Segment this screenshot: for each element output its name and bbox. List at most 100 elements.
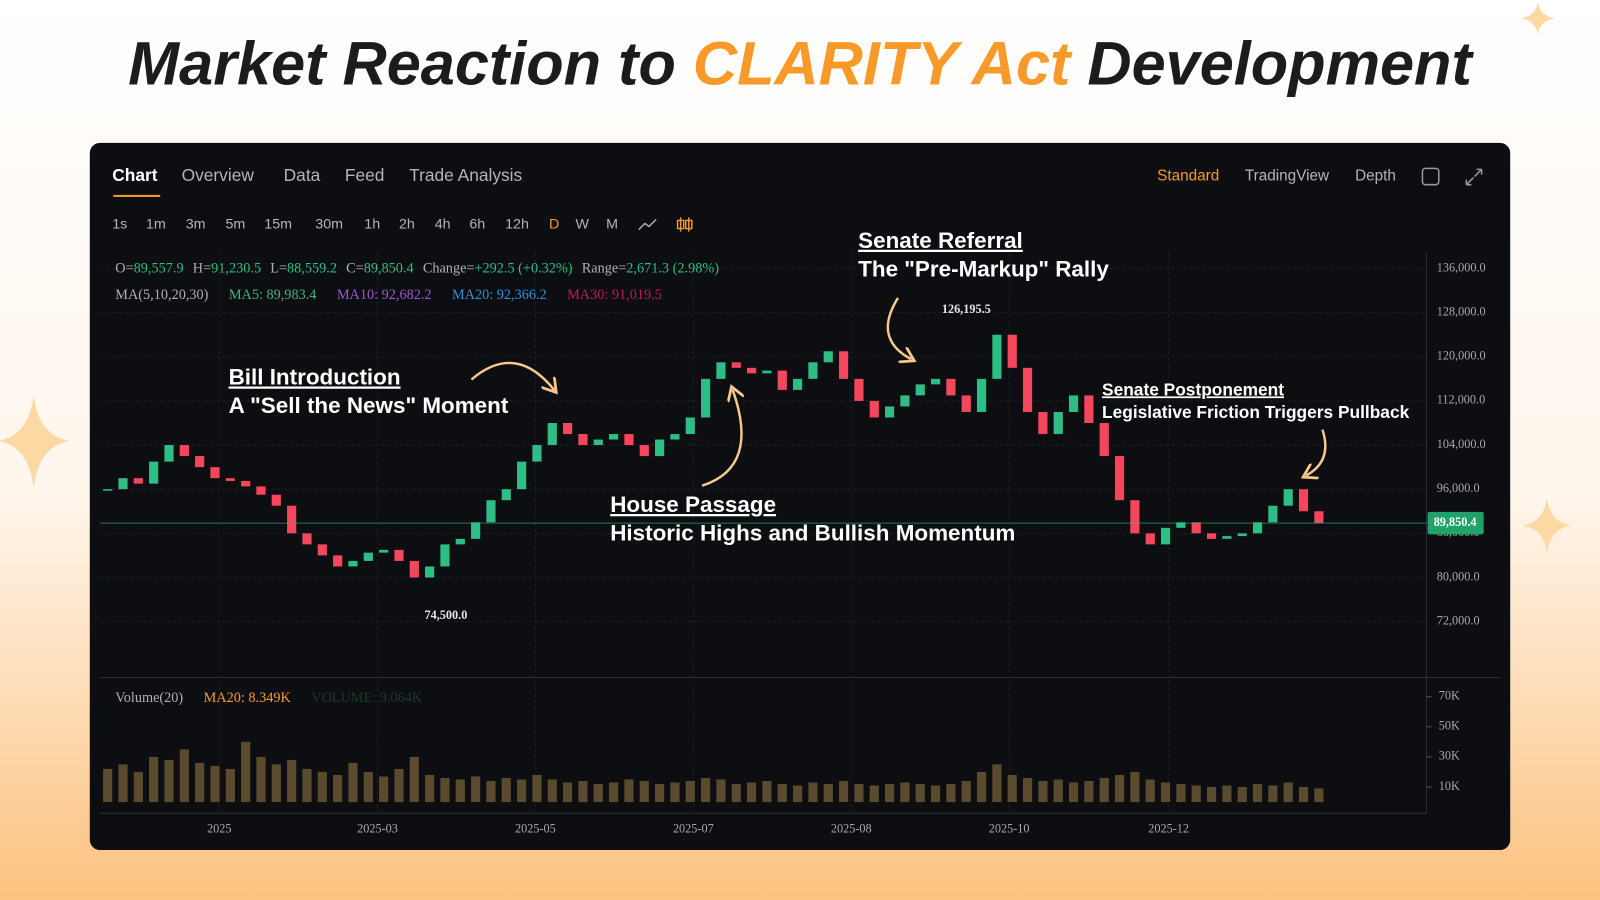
volume-bar xyxy=(1145,779,1155,803)
timeframe[interactable]: 1h xyxy=(364,216,380,232)
candle xyxy=(287,505,297,534)
volume-bar xyxy=(1268,785,1278,803)
volume-bar xyxy=(1160,782,1171,803)
annotation-text: Legislative Friction Triggers Pullback xyxy=(1102,402,1410,422)
title-highlight: CLARITY Act xyxy=(693,30,1073,98)
candle-icon[interactable] xyxy=(676,217,693,232)
volume-bar xyxy=(792,785,803,803)
timeframe[interactable]: 6h xyxy=(469,216,485,232)
volume-bar xyxy=(149,756,159,803)
volume-bar xyxy=(133,771,143,803)
y-tick-label: 112,000.0 xyxy=(1437,393,1485,407)
candle xyxy=(1053,411,1063,435)
timeframe[interactable]: 4h xyxy=(435,216,451,232)
timeframe[interactable]: 1m xyxy=(146,216,166,232)
volume-bar xyxy=(455,779,465,803)
volume-bar xyxy=(532,774,542,803)
volume-bar xyxy=(241,741,251,803)
candle xyxy=(471,522,481,539)
ma-value: MA10: 92,682.2 xyxy=(337,287,432,303)
chart-card xyxy=(89,142,1511,850)
candle xyxy=(532,445,542,462)
candle xyxy=(823,351,833,363)
volume-bar xyxy=(869,785,879,803)
arrow xyxy=(470,361,554,390)
candle xyxy=(440,544,450,567)
volume-bar xyxy=(808,782,818,803)
volume-bar xyxy=(1007,774,1017,803)
ma-value: MA5: 89,983.4 xyxy=(229,287,317,303)
plot: 72,000.080,000.088,000.096,000.0104,000.… xyxy=(100,253,1500,835)
volume-bar xyxy=(287,759,297,803)
timeframe[interactable]: 12h xyxy=(505,216,529,232)
fullscreen-icon[interactable] xyxy=(1421,167,1440,186)
candle xyxy=(624,434,634,446)
tab[interactable]: Trade Analysis xyxy=(409,165,522,185)
collapse-icon[interactable] xyxy=(1465,168,1483,186)
volume-bar xyxy=(716,779,726,803)
y-tick-label: 50K xyxy=(1439,719,1460,733)
candle xyxy=(900,395,910,407)
stat-value: +292.5 (+0.32%) xyxy=(474,261,572,277)
timeframe[interactable]: 2h xyxy=(399,216,415,232)
volume-bar xyxy=(563,782,573,803)
stat-value: 89,850.4 xyxy=(364,261,414,277)
candle xyxy=(1191,522,1201,534)
view-mode[interactable]: Depth xyxy=(1355,168,1396,185)
candle xyxy=(762,370,772,374)
annotation-text: Historic Highs and Bullish Momentum xyxy=(610,521,1015,546)
view-mode[interactable]: Standard xyxy=(1157,168,1219,185)
tab[interactable]: Overview xyxy=(182,165,255,185)
y-tick-label: 120,000.0 xyxy=(1437,349,1486,363)
timeframe[interactable]: 3m xyxy=(186,216,206,232)
y-tick-label: 70K xyxy=(1439,688,1460,702)
volume-bar xyxy=(394,768,404,803)
volume-bar xyxy=(363,771,373,803)
timeframe[interactable]: W xyxy=(576,216,590,232)
volume-legend: Volume(20) MA20: 8.349K VOLUME: 9.064K xyxy=(115,690,423,706)
candle xyxy=(976,378,987,412)
timeframe[interactable]: 15m xyxy=(264,216,292,232)
volume-bar xyxy=(1222,785,1232,803)
volume-bar xyxy=(1068,782,1079,803)
sparkle xyxy=(1520,2,1556,35)
volume-bar xyxy=(976,771,987,803)
candle xyxy=(103,489,113,491)
timeframe[interactable]: 30m xyxy=(315,216,343,232)
x-tick-label: 2025 xyxy=(207,821,231,835)
candle xyxy=(210,467,220,479)
candle xyxy=(639,445,649,457)
candle xyxy=(1314,511,1324,524)
volume-bar xyxy=(1283,782,1293,803)
tab[interactable]: Data xyxy=(284,165,321,185)
active-tab-indicator xyxy=(113,194,161,197)
extreme-label: 126,195.5 xyxy=(942,302,991,316)
candle xyxy=(1130,500,1140,534)
candle xyxy=(884,406,895,418)
candle xyxy=(348,560,358,567)
candle xyxy=(869,400,879,418)
volume-bar xyxy=(961,780,971,803)
tab[interactable]: Chart xyxy=(112,165,157,185)
candle xyxy=(409,560,419,578)
timeframe[interactable]: M xyxy=(606,216,618,232)
candle xyxy=(1237,533,1247,537)
volume-stat: Volume(20) xyxy=(115,690,183,706)
timeframe[interactable]: 5m xyxy=(226,216,246,232)
stat-key: H= xyxy=(193,261,211,277)
candle xyxy=(838,351,849,379)
timeframe[interactable]: D xyxy=(549,216,559,232)
timeframe[interactable]: 1s xyxy=(112,216,127,232)
volume-bar xyxy=(1130,771,1140,803)
volume-bar xyxy=(164,759,174,803)
candle xyxy=(195,456,205,468)
volume-bar xyxy=(854,783,864,803)
sparkle xyxy=(0,395,70,488)
candle xyxy=(609,434,619,440)
view-mode[interactable]: TradingView xyxy=(1245,168,1330,185)
volume-bar xyxy=(348,762,358,803)
tab[interactable]: Feed xyxy=(345,165,385,185)
annotation-title: House Passage xyxy=(610,492,776,517)
candle xyxy=(333,555,343,567)
line-chart-icon[interactable] xyxy=(638,218,657,231)
